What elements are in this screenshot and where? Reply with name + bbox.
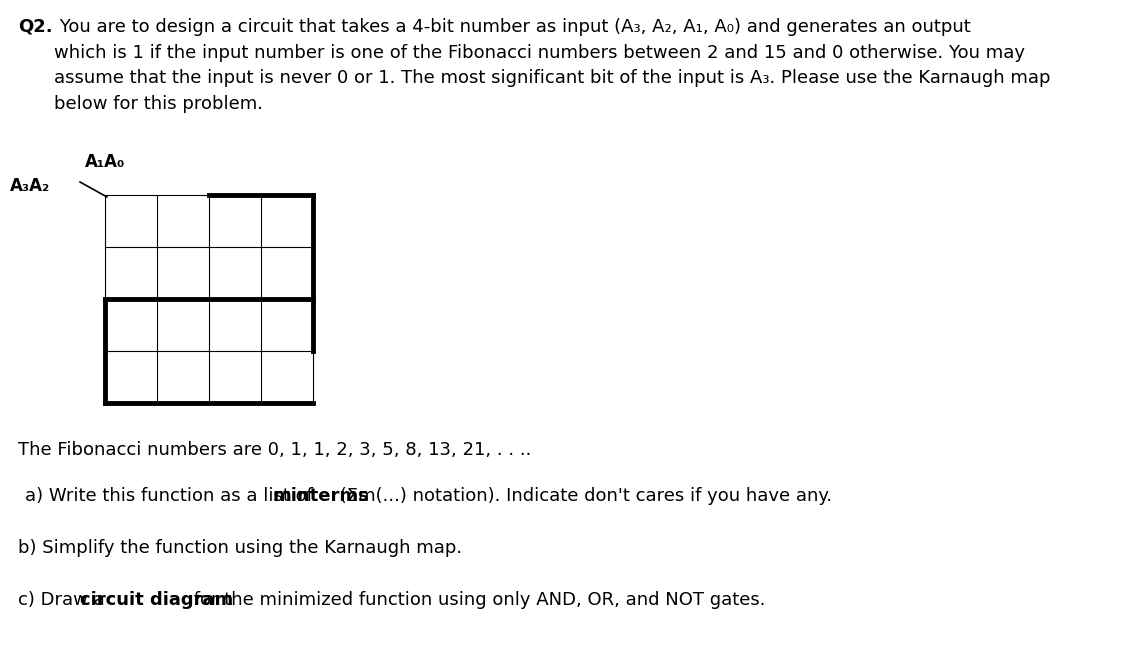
Text: (Σm(...) notation). Indicate don't cares if you have any.: (Σm(...) notation). Indicate don't cares… bbox=[334, 487, 832, 505]
Text: for the minimized function using only AND, OR, and NOT gates.: for the minimized function using only AN… bbox=[188, 591, 766, 609]
Text: c) Draw a: c) Draw a bbox=[18, 591, 111, 609]
Text: The Fibonacci numbers are 0, 1, 1, 2, 3, 5, 8, 13, 21, . . ..: The Fibonacci numbers are 0, 1, 1, 2, 3,… bbox=[18, 441, 531, 459]
Text: circuit diagram: circuit diagram bbox=[80, 591, 234, 609]
Text: minterms: minterms bbox=[273, 487, 369, 505]
Text: A₃A₂: A₃A₂ bbox=[10, 177, 50, 195]
Text: A₁A₀: A₁A₀ bbox=[85, 153, 125, 171]
Text: Q2.: Q2. bbox=[18, 18, 53, 36]
Text: a) Write this function as a list of: a) Write this function as a list of bbox=[25, 487, 318, 505]
Text: You are to design a circuit that takes a 4-bit number as input (A₃, A₂, A₁, A₀) : You are to design a circuit that takes a… bbox=[54, 18, 1050, 113]
Text: b) Simplify the function using the Karnaugh map.: b) Simplify the function using the Karna… bbox=[18, 539, 463, 557]
